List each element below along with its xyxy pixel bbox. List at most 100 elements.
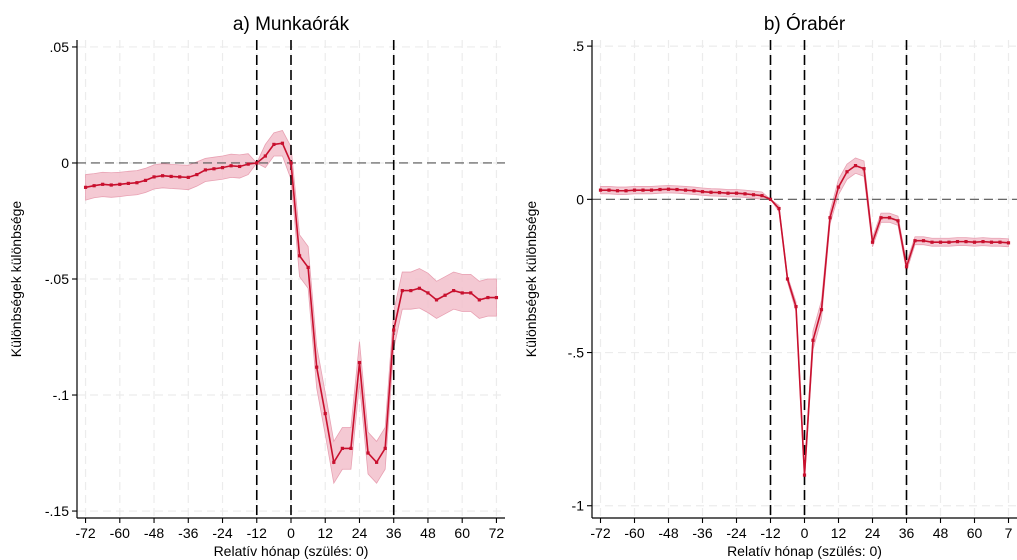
x-tick-label: 24 bbox=[865, 525, 881, 541]
y-tick-label: -1 bbox=[572, 498, 585, 514]
data-point bbox=[178, 175, 181, 178]
data-point bbox=[650, 189, 653, 192]
data-point bbox=[828, 216, 831, 219]
data-point bbox=[443, 294, 446, 297]
x-axis-label: Relatív hónap (szülés: 0) bbox=[214, 543, 369, 559]
data-point bbox=[794, 305, 797, 308]
x-tick-label: 36 bbox=[899, 525, 915, 541]
data-point bbox=[452, 289, 455, 292]
data-point bbox=[204, 168, 207, 171]
data-point bbox=[341, 447, 344, 450]
x-tick-label: 24 bbox=[352, 525, 368, 541]
x-tick-label: -24 bbox=[726, 525, 746, 541]
data-point bbox=[170, 175, 173, 178]
y-tick-label: .05 bbox=[50, 39, 70, 55]
x-tick-label: -48 bbox=[658, 525, 678, 541]
data-point bbox=[990, 241, 993, 244]
data-point bbox=[307, 266, 310, 269]
data-point bbox=[913, 239, 916, 242]
chart-panel-1: .050-.05-.1-.15-72 -60 -48 -36 -24 -12 0 12 24 36… bbox=[8, 14, 505, 559]
data-point bbox=[478, 298, 481, 301]
y-tick-label: -.15 bbox=[45, 503, 69, 519]
chart-title: b) Órabér bbox=[764, 13, 846, 35]
x-tick-label: 48 bbox=[933, 525, 949, 541]
x-tick-label: -12 bbox=[760, 525, 780, 541]
x-tick-label: 72 bbox=[489, 525, 505, 541]
x-tick-label: -72 bbox=[590, 525, 610, 541]
data-point bbox=[272, 143, 275, 146]
data-point bbox=[684, 189, 687, 192]
y-axis-label: Különbségek különbsége bbox=[8, 201, 24, 358]
data-point bbox=[820, 308, 823, 311]
data-point bbox=[1007, 241, 1010, 244]
x-tick-label: 48 bbox=[420, 525, 436, 541]
data-point bbox=[238, 165, 241, 168]
data-point bbox=[905, 265, 908, 268]
data-point bbox=[769, 198, 772, 201]
data-point bbox=[862, 167, 865, 170]
data-point bbox=[247, 163, 250, 166]
x-tick-label: -12 bbox=[247, 525, 267, 541]
x-tick-label: 60 bbox=[967, 525, 983, 541]
data-point bbox=[409, 289, 412, 292]
data-point bbox=[811, 339, 814, 342]
data-point bbox=[324, 412, 327, 415]
x-tick-label: 36 bbox=[386, 525, 402, 541]
data-point bbox=[871, 241, 874, 244]
data-point bbox=[803, 474, 806, 477]
data-point bbox=[486, 296, 489, 299]
x-tick-label: -36 bbox=[178, 525, 198, 541]
data-point bbox=[701, 190, 704, 193]
data-point bbox=[973, 241, 976, 244]
data-point bbox=[845, 170, 848, 173]
data-point bbox=[658, 188, 661, 191]
data-point bbox=[375, 461, 378, 464]
x-tick-label: -60 bbox=[110, 525, 130, 541]
data-point bbox=[435, 298, 438, 301]
data-point bbox=[837, 185, 840, 188]
data-point bbox=[896, 219, 899, 222]
data-point bbox=[964, 240, 967, 243]
data-point bbox=[152, 175, 155, 178]
data-point bbox=[752, 193, 755, 196]
x-tick-label: 7 bbox=[1005, 525, 1013, 541]
x-tick-label: -36 bbox=[692, 525, 712, 541]
data-point bbox=[161, 174, 164, 177]
data-point bbox=[366, 451, 369, 454]
data-point bbox=[981, 240, 984, 243]
data-point bbox=[229, 164, 232, 167]
x-tick-label: 0 bbox=[801, 525, 809, 541]
data-point bbox=[418, 287, 421, 290]
y-axis-label: Különbségek különbsége bbox=[523, 201, 539, 358]
y-tick-label: -.5 bbox=[568, 345, 585, 361]
data-point bbox=[349, 447, 352, 450]
x-tick-label: -72 bbox=[75, 525, 95, 541]
x-tick-label: 12 bbox=[317, 525, 333, 541]
data-point bbox=[101, 183, 104, 186]
data-point bbox=[93, 184, 96, 187]
data-point bbox=[922, 239, 925, 242]
data-point bbox=[187, 176, 190, 179]
data-point bbox=[358, 361, 361, 364]
data-point bbox=[956, 240, 959, 243]
data-point bbox=[469, 291, 472, 294]
data-point bbox=[384, 447, 387, 450]
chart-title: a) Munkaórák bbox=[233, 14, 350, 35]
data-point bbox=[255, 161, 258, 164]
data-point bbox=[854, 164, 857, 167]
chart-panel-2: .5 0 -.5 -1 -72 -60 -48 -36 -24 -12 0 12 24 36 48 60 7 b)… bbox=[523, 13, 1017, 559]
data-point bbox=[144, 179, 147, 182]
data-point bbox=[298, 254, 301, 257]
data-point bbox=[392, 328, 395, 331]
x-axis-label: Relatív hónap (szülés: 0) bbox=[727, 543, 882, 559]
x-tick-label: -24 bbox=[212, 525, 232, 541]
data-point bbox=[135, 181, 138, 184]
data-point bbox=[786, 277, 789, 280]
data-point bbox=[599, 189, 602, 192]
data-point bbox=[221, 166, 224, 169]
data-point bbox=[315, 366, 318, 369]
data-point bbox=[607, 189, 610, 192]
data-point bbox=[709, 191, 712, 194]
